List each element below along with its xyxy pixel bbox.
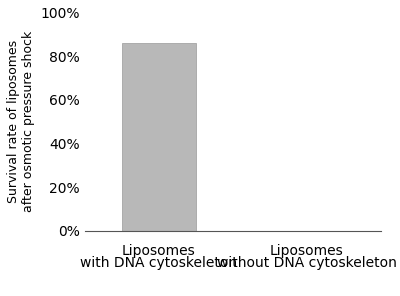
Bar <box>122 43 196 231</box>
Text: with DNA cytoskeleton: with DNA cytoskeleton <box>80 256 237 270</box>
Y-axis label: Survival rate of liposomes
after osmotic pressure shock: Survival rate of liposomes after osmotic… <box>7 31 35 212</box>
Text: Liposomes: Liposomes <box>122 244 196 258</box>
Text: without DNA cytoskeleton: without DNA cytoskeleton <box>217 256 397 270</box>
Text: Liposomes: Liposomes <box>270 244 344 258</box>
